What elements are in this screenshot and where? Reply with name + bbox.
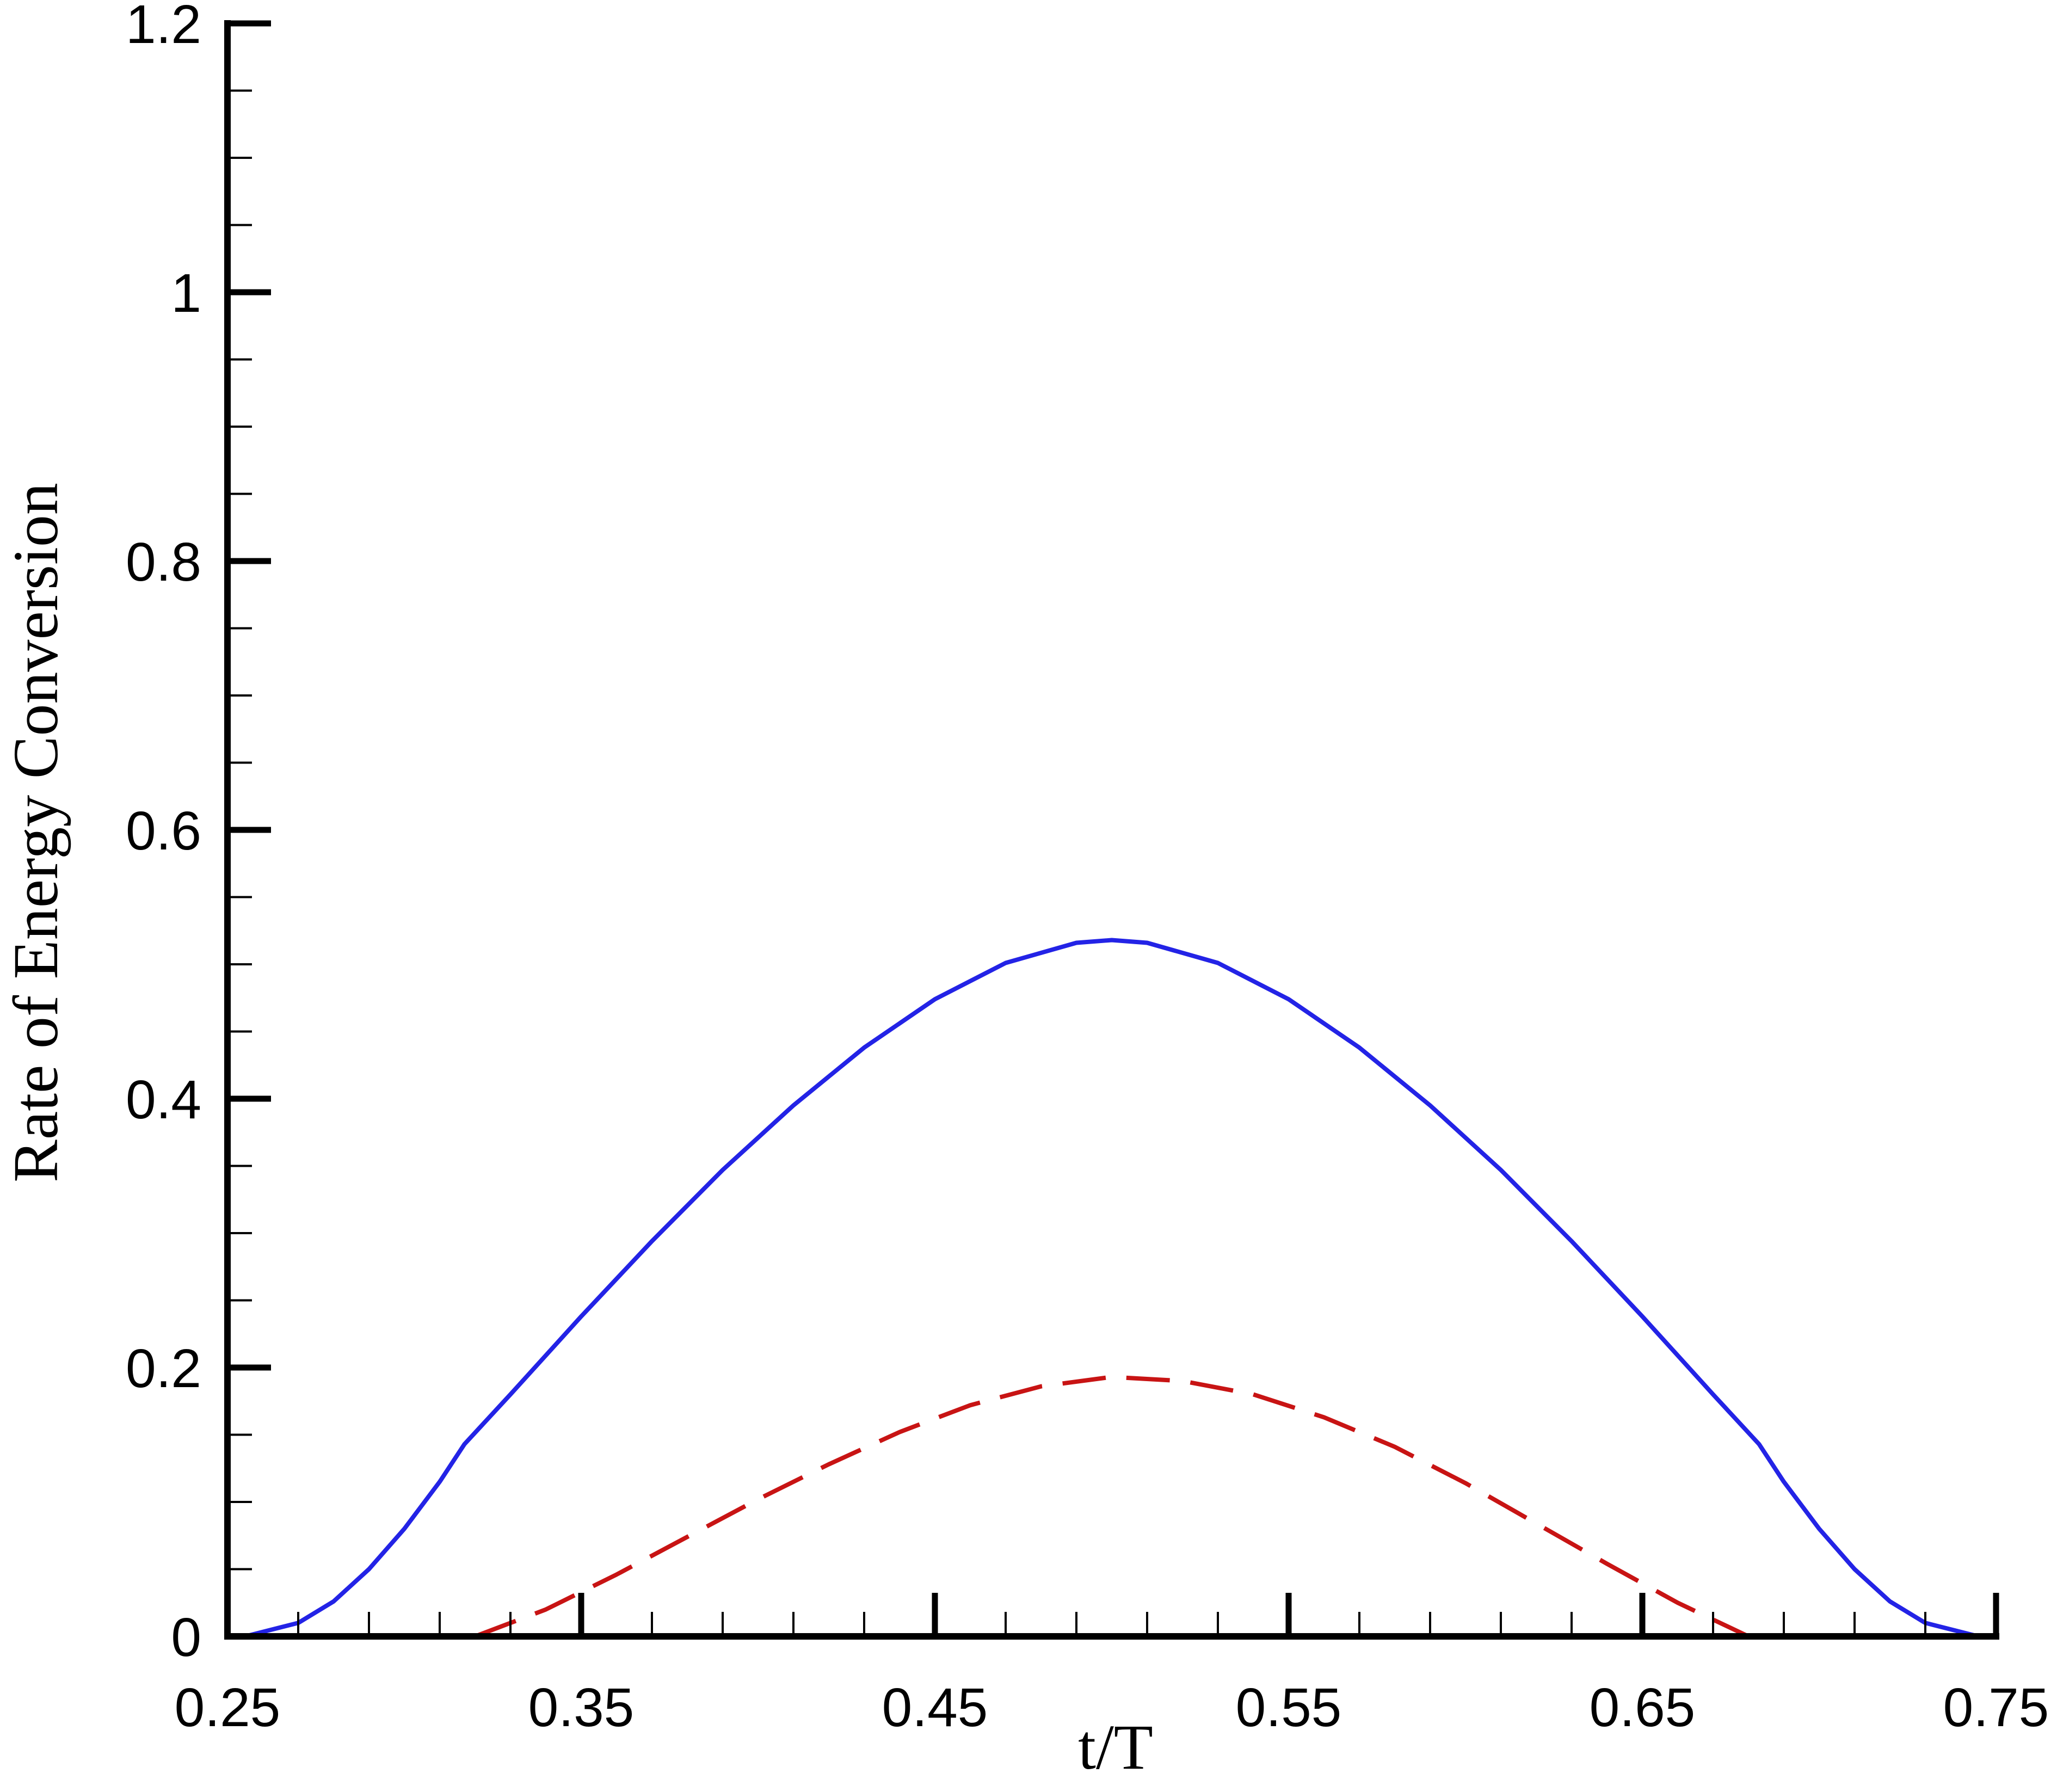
series-line-2	[474, 1375, 1750, 1639]
y-tick-label: 0	[171, 1607, 201, 1668]
y-tick-label: 0.4	[126, 1069, 201, 1130]
labels-layer: 0.25 0.35 0.45 0.55 0.65 0.75 0 0.2 0.4 0.6 0.8 1 1.…	[126, 0, 2049, 1738]
y-axis-title: Rate of Energy Conversion	[0, 483, 71, 1183]
y-tick-label: 0.8	[126, 532, 201, 593]
y-tick-label: 0.2	[126, 1338, 201, 1399]
y-tick-label: 1.2	[126, 0, 201, 55]
x-tick-label: 0.35	[528, 1677, 635, 1738]
axes-layer	[224, 20, 1999, 1640]
x-tick-label: 0.25	[175, 1677, 281, 1738]
series-layer	[244, 938, 1979, 1639]
series-line-1	[244, 938, 1979, 1639]
y-tick-label: 1	[171, 263, 201, 324]
x-axis-title: t/T	[1078, 1711, 1153, 1783]
x-tick-label: 0.55	[1236, 1677, 1342, 1738]
x-tick-label: 0.45	[882, 1677, 988, 1738]
x-tick-label: 0.75	[1943, 1677, 2049, 1738]
y-tick-label: 0.6	[126, 800, 201, 861]
x-tick-label: 0.65	[1590, 1677, 1696, 1738]
